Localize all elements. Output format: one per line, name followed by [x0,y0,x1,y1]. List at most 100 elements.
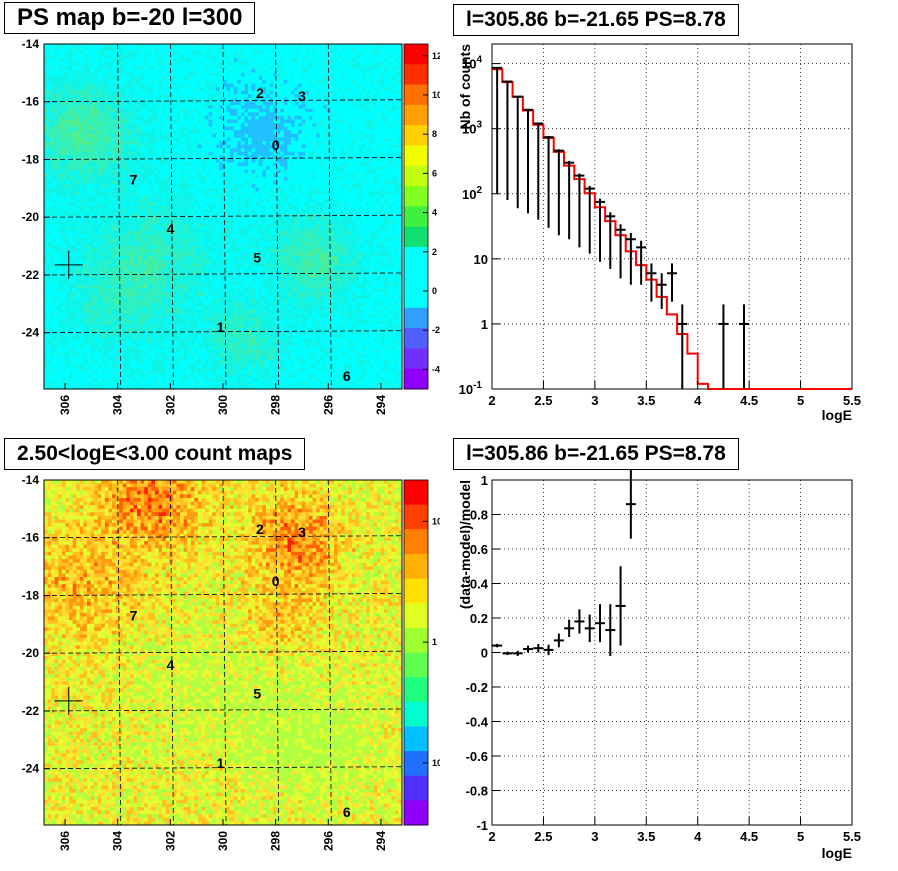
count-map-y-ticks: -14 -16 -18 -20 -22 -24 [22,473,50,776]
residual-y-ticks: -1 -0.8 -0.6 -0.4 -0.2 0 0.2 0.4 0.6 0.8 1 [466,473,500,833]
source-label-6: 6 [343,804,351,820]
colorbar-segment [404,800,428,826]
map-grid-line [43,766,403,770]
map-x-tick-label: 298 [269,395,283,415]
spectrum-ylabel: Nb of counts [457,44,473,130]
ps-map-colorbar-ticks: 12 10 8 6 4 2 0 -2 -4 [423,51,440,374]
colorbar-tick-label: 2 [432,247,437,257]
spectrum-xlabel: logE [822,407,852,423]
map-x-tick-label: 294 [374,395,388,415]
map-y-tick-label: -22 [22,268,40,282]
colorbar-segment [404,677,428,703]
map-y-tick-label: -16 [22,95,40,109]
map-grid-line [43,214,403,218]
map-grid-line [43,708,403,712]
map-y-tick-label: -22 [22,704,40,718]
y-tick-label: 1 [481,473,488,488]
map-y-tick-label: -24 [22,762,40,776]
ps-map-x-ticks: 306 304 302 300 298 296 294 [58,383,388,415]
colorbar-segment [404,751,428,777]
colorbar-segment [404,165,428,187]
map-x-tick-label: 306 [58,395,72,415]
x-tick-label: 4.5 [740,393,758,408]
count-map-colorbar [403,479,429,826]
colorbar-segment [404,125,428,146]
map-x-tick-label: 300 [216,831,230,851]
colorbar-tick-label: 1 [432,637,437,647]
count-map-x-ticks: 306 304 302 300 298 296 294 [58,819,388,851]
source-label-7: 7 [130,608,138,624]
y-tick-label: -0.8 [466,784,488,799]
source-label-4: 4 [166,657,174,673]
colorbar-segment [404,206,428,228]
y-tick-label: -0.2 [466,680,488,695]
ps-map-colorbar [403,43,429,390]
ps-map-marker [54,250,83,279]
colorbar-segment [404,186,428,207]
y-tick-label: -0.4 [466,715,489,730]
map-x-tick-label: 294 [374,831,388,851]
spectrum-x-ticks: 2 2.5 3 3.5 4 4.5 5 5.5 [488,381,861,408]
x-tick-label: 2.5 [534,393,552,408]
map-y-tick-label: -20 [22,210,40,224]
count-map-title: 2.50<logE<3.00 count maps [4,438,306,470]
map-x-tick-label: 300 [216,395,230,415]
map-y-tick-label: -18 [22,588,40,602]
x-tick-label: 4 [694,393,702,408]
colorbar-segment [404,64,428,86]
source-label-4: 4 [166,221,174,237]
count-map-heatmap [44,480,403,826]
map-grid-line [43,650,403,654]
map-grid-line [169,479,174,826]
colorbar-segment [404,627,428,653]
residual-x-ticks: 2 2.5 3 3.5 4 4.5 5 5.5 [488,817,861,844]
colorbar-segment [404,652,428,678]
source-label-3: 3 [298,524,306,540]
count-map-grid [43,479,403,826]
count-map-source-labels: 0 1 2 3 4 5 6 7 [130,521,351,820]
source-label-1: 1 [216,755,224,771]
map-x-tick-label: 302 [163,395,177,415]
colorbar-segment [404,226,428,248]
colorbar-segment [404,368,428,390]
colorbar-segment [404,504,428,530]
source-label-7: 7 [130,172,138,188]
x-tick-label: 5 [797,829,804,844]
colorbar-tick-label: 12 [432,51,440,61]
source-label-3: 3 [298,88,306,104]
residual-ylabel-rot: (data-model)/model [457,480,473,609]
colorbar-segment [404,726,428,752]
source-label-0: 0 [272,573,280,589]
colorbar-tick-label: 8 [432,129,437,139]
map-grid-line [327,43,332,390]
x-tick-label: 2 [488,393,495,408]
map-x-tick-label: 296 [321,831,335,851]
colorbar-tick-label: 10 [432,516,440,526]
spectrum-grid [492,44,852,389]
source-label-5: 5 [253,686,261,702]
colorbar-segment [404,553,428,580]
map-y-tick-label: -20 [22,646,40,660]
source-label-2: 2 [256,85,264,101]
colorbar-segment [404,246,428,268]
count-map-colorbar-ticks: 10 1 10-1 [423,516,440,768]
source-label-0: 0 [272,137,280,153]
x-tick-label: 5.5 [843,829,861,844]
map-y-tick-label: -24 [22,326,40,340]
map-grid-line [275,43,280,390]
map-grid-line [43,272,403,276]
colorbar-segment [404,775,428,801]
colorbar-segment [404,44,428,65]
y-tick-label: 0.8 [470,508,488,523]
map-grid-line [43,157,403,160]
map-y-tick-label: -18 [22,152,40,166]
y-tick-label: 10-1 [459,380,483,397]
colorbar-segment [404,578,428,604]
x-tick-label: 3 [591,393,598,408]
colorbar-segment [404,480,428,506]
colorbar-tick-label: -4 [432,364,440,374]
map-x-tick-label: 304 [111,831,125,851]
ps-map-y-ticks: -14 -16 -18 -20 -22 -24 [22,37,50,340]
source-label-6: 6 [343,368,351,384]
